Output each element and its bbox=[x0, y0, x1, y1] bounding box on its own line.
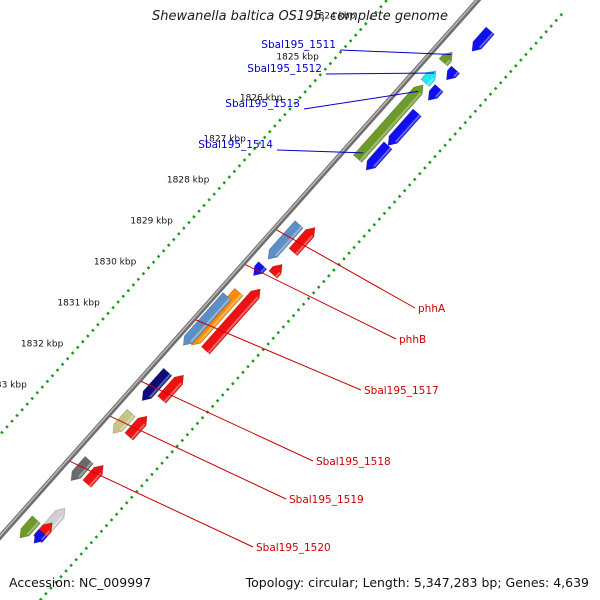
kbp-tick-label: 1828 kbp bbox=[167, 175, 210, 185]
gene-feature-highlight bbox=[26, 521, 40, 536]
gene-label[interactable]: Sbal195_1517 bbox=[364, 385, 439, 397]
label-leader-line bbox=[140, 380, 314, 462]
label-leader-line bbox=[276, 149, 364, 154]
gene-feature-highlight bbox=[163, 382, 182, 403]
gene-feature-arrow[interactable] bbox=[267, 220, 304, 260]
accession-text: Accession: NC_009997 bbox=[9, 575, 152, 590]
gene-label[interactable]: Sbal195_1512 bbox=[247, 63, 322, 75]
label-leader-line bbox=[303, 90, 419, 110]
gene-feature-arrow[interactable] bbox=[19, 515, 41, 539]
gene-label[interactable]: Sbal195_1519 bbox=[289, 494, 364, 506]
gene-features bbox=[19, 26, 495, 544]
kbp-tick-label: 1829 kbp bbox=[130, 216, 173, 226]
gene-label[interactable]: phhA bbox=[418, 303, 446, 315]
label-leader-line bbox=[195, 319, 362, 391]
gene-feature-highlight bbox=[453, 71, 459, 78]
gene-feature-arrow[interactable] bbox=[182, 292, 232, 346]
gene-label[interactable]: Sbal195_1514 bbox=[198, 139, 273, 151]
gene-feature-highlight bbox=[190, 297, 231, 343]
dotted-guide-tracks bbox=[0, 0, 564, 600]
label-leader-lines bbox=[69, 49, 451, 548]
kbp-tick-label: 1831 kbp bbox=[57, 298, 100, 308]
gene-feature-highlight bbox=[394, 114, 421, 143]
gene-feature-highlight bbox=[149, 373, 172, 398]
gene-feature-highlight bbox=[426, 77, 435, 86]
gene-feature-arrow[interactable] bbox=[365, 141, 393, 171]
gene-feature-highlight bbox=[88, 472, 102, 487]
backbone-highlight bbox=[0, 0, 479, 537]
gene-feature-arrow[interactable] bbox=[420, 70, 437, 87]
gene-feature-arrow[interactable] bbox=[253, 261, 268, 276]
gene-label[interactable]: Sbal195_1513 bbox=[225, 98, 300, 110]
gene-feature-arrow[interactable] bbox=[82, 464, 104, 488]
outer-dotted-track bbox=[38, 12, 564, 600]
topology-summary-text: Topology: circular; Length: 5,347,283 bp… bbox=[245, 575, 589, 590]
gene-feature-highlight bbox=[435, 89, 443, 98]
gene-feature-arrow[interactable] bbox=[141, 367, 173, 401]
kbp-tick-label: 1825 kbp bbox=[276, 52, 319, 62]
kbp-tick-label: 1824 kbp bbox=[313, 11, 356, 21]
gene-feature-highlight bbox=[77, 461, 93, 478]
gene-feature-arrow[interactable] bbox=[352, 84, 424, 163]
gene-label[interactable]: Sbal195_1518 bbox=[316, 456, 391, 468]
gene-feature-arrow[interactable] bbox=[70, 455, 94, 481]
label-leader-line bbox=[109, 415, 287, 500]
label-leader-line bbox=[325, 72, 435, 75]
gene-feature-arrow[interactable] bbox=[387, 108, 422, 146]
gene-feature-arrow[interactable] bbox=[33, 528, 48, 544]
gene-feature-highlight bbox=[119, 414, 135, 431]
gene-feature-arrow[interactable] bbox=[446, 65, 461, 81]
gene-feature-highlight bbox=[373, 147, 392, 168]
genome-backbone bbox=[0, 0, 482, 541]
gene-labels: Sbal195_1511 Sbal195_1512 Sbal195_1513 Sbal… bbox=[198, 39, 446, 554]
gene-label[interactable]: Sbal195_1511 bbox=[261, 39, 336, 51]
gene-feature-arrow[interactable] bbox=[471, 26, 495, 52]
inner-dotted-track bbox=[0, 0, 389, 437]
gene-feature-arrow[interactable] bbox=[157, 374, 184, 404]
gene-label[interactable]: Sbal195_1520 bbox=[256, 542, 331, 554]
kbp-tick-label: 1832 kbp bbox=[21, 339, 64, 349]
kbp-tick-label: 1833 kbp bbox=[0, 380, 27, 390]
label-leader-line bbox=[339, 49, 451, 55]
kbp-tick-label: 1826 kbp bbox=[240, 93, 283, 103]
kbp-tick-label: 1830 kbp bbox=[94, 257, 137, 267]
genome-title: Shewanella baltica OS195, complete genom… bbox=[152, 9, 448, 24]
backbone-line bbox=[0, 0, 482, 541]
label-leader-line bbox=[69, 460, 254, 548]
gene-feature-highlight bbox=[274, 271, 281, 278]
gene-feature-arrow[interactable] bbox=[438, 51, 453, 67]
gene-label[interactable]: phhB bbox=[399, 334, 426, 346]
kbp-tick-label: 1827 kbp bbox=[203, 134, 246, 144]
gene-feature-highlight bbox=[359, 92, 422, 162]
label-leader-line bbox=[275, 229, 416, 309]
gene-feature-arrow[interactable] bbox=[112, 408, 136, 434]
label-leader-line bbox=[244, 264, 397, 340]
gene-feature-highlight bbox=[445, 59, 451, 66]
gene-feature-highlight bbox=[40, 534, 47, 541]
gene-feature-highlight bbox=[478, 32, 494, 49]
gene-feature-arrow[interactable] bbox=[288, 227, 316, 257]
gene-feature-highlight bbox=[260, 266, 266, 273]
gene-feature-highlight bbox=[207, 296, 259, 354]
gene-feature-arrow[interactable] bbox=[427, 83, 444, 101]
gene-feature-highlight bbox=[275, 225, 303, 257]
gene-feature-highlight bbox=[198, 293, 243, 343]
gene-feature-arrow[interactable] bbox=[268, 264, 283, 279]
gene-feature-highlight bbox=[130, 423, 146, 440]
gene-feature-arrow[interactable] bbox=[200, 288, 261, 355]
